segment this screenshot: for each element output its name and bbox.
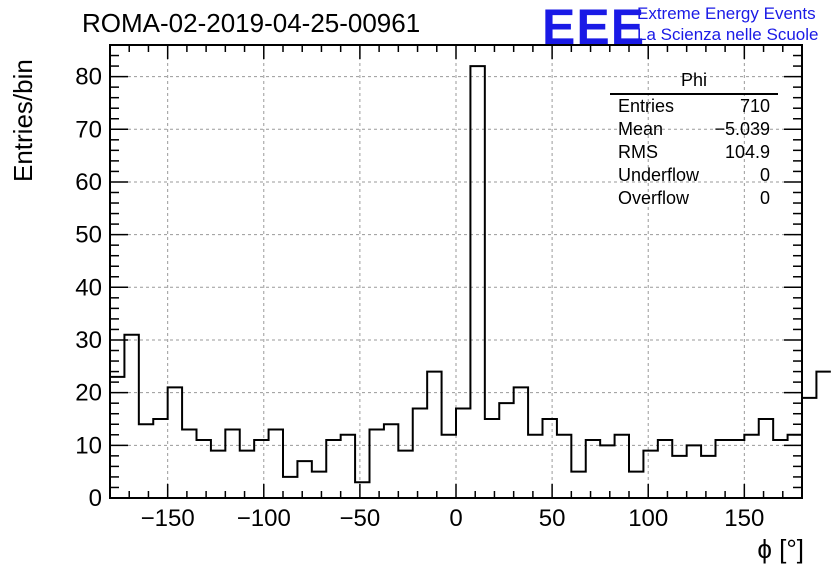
y-axis-label: Entries/bin [8, 59, 38, 182]
stats-row: Underflow 0 [610, 164, 778, 187]
stats-row-label: RMS [618, 142, 658, 162]
x-tick-label: 0 [449, 505, 462, 532]
y-tick-label: 80 [75, 64, 102, 91]
x-tick-labels: −150 −100 −50 0 50 100 150 [141, 505, 765, 532]
x-tick-label: 150 [724, 505, 764, 532]
stats-row-label: Underflow [618, 165, 700, 185]
y-tick-label: 70 [75, 116, 102, 143]
stats-row: RMS 104.9 [610, 141, 778, 164]
eee-logo: EEE [542, 0, 646, 55]
x-axis-label: ϕ [°] [757, 534, 804, 564]
x-tick-label: 50 [539, 505, 566, 532]
stats-row-label: Overflow [618, 188, 690, 208]
x-tick-label: −150 [141, 505, 195, 532]
stats-row: Mean −5.039 [610, 118, 778, 141]
stats-row-value: 0 [759, 188, 770, 208]
stats-row: Entries 710 [610, 95, 778, 118]
histogram-series-phi [110, 65, 831, 484]
y-tick-label: 20 [75, 380, 102, 407]
stats-row-label: Mean [618, 119, 664, 139]
plot-frame [109, 44, 803, 499]
axis-ticks [109, 44, 803, 499]
y-tick-label: 10 [75, 432, 102, 459]
stats-row-value: −5.039 [714, 119, 770, 139]
logo-caption-line-2: La Scienza nelle Scuole [637, 25, 819, 44]
stats-box: Phi Entries 710 Mean −5.039 RMS 104.9 Underflo… [610, 70, 778, 210]
y-tick-label: 30 [75, 327, 102, 354]
stats-row-value: 710 [739, 96, 770, 116]
y-tick-label: 0 [89, 485, 102, 512]
x-tick-label: −50 [340, 505, 381, 532]
x-tick-label: 100 [628, 505, 668, 532]
stats-rows: Entries 710 Mean −5.039 RMS 104.9 Underflow 0 Ov… [610, 95, 778, 210]
stats-row-value: 104.9 [724, 142, 770, 162]
stats-row: Overflow 0 [610, 187, 778, 210]
y-tick-label: 50 [75, 222, 102, 249]
stats-row-value: 0 [759, 165, 770, 185]
stats-box-title: Phi [610, 70, 778, 95]
y-tick-label: 40 [75, 274, 102, 301]
grid-lines [110, 45, 802, 498]
stats-row-label: Entries [618, 96, 675, 116]
chart-title: ROMA-02-2019-04-25-00961 [82, 8, 421, 38]
logo-caption-line-1: Extreme Energy Events [637, 4, 816, 23]
y-tick-labels: 0 10 20 30 40 50 60 70 80 [75, 64, 102, 512]
y-tick-label: 60 [75, 169, 102, 196]
x-tick-label: −100 [237, 505, 291, 532]
logo-caption: Extreme Energy Events La Scienza nelle S… [637, 3, 818, 45]
